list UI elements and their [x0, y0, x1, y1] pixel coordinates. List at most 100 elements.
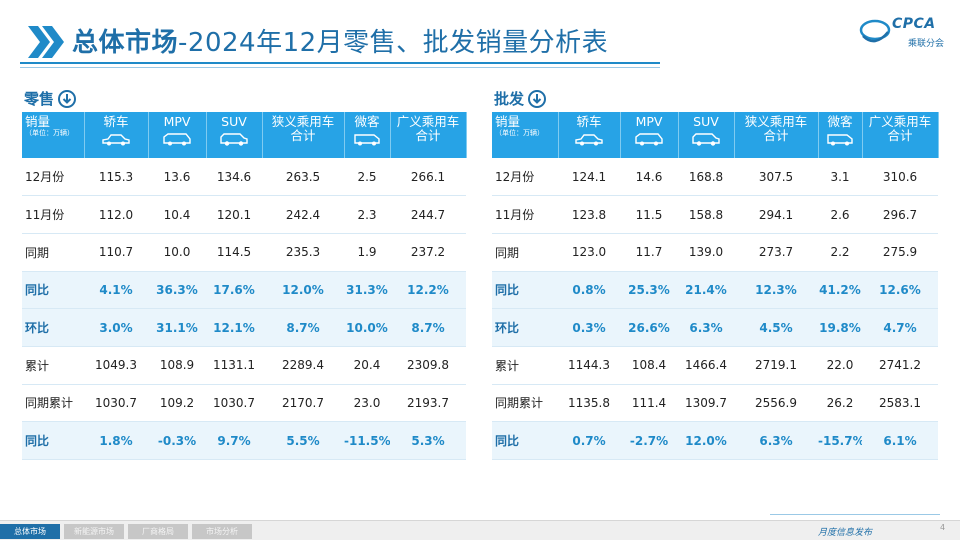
- sedan-icon: [559, 132, 620, 146]
- table-cell: 134.6: [206, 158, 262, 197]
- wholesale-header-col-5: 广义乘用车合计: [862, 112, 939, 158]
- retail-header-col-2: SUV: [206, 112, 263, 158]
- table-cell: 26.6%: [620, 308, 678, 347]
- row-label: 同期累计: [22, 384, 84, 423]
- column-label: 广义乘用车合计: [396, 114, 460, 143]
- table-cell: 123.8: [558, 195, 620, 234]
- table-cell: 2.5: [344, 158, 390, 197]
- footer-tab-analysis[interactable]: 市场分析: [192, 524, 252, 539]
- table-cell: 26.2: [818, 384, 862, 423]
- cpca-logo: CPCA 乘联分会: [858, 14, 950, 56]
- row-label: 同比: [22, 421, 84, 460]
- table-cell: 12.0%: [678, 421, 734, 460]
- retail-table-body: 12月份 115.3 13.6 134.6 263.5 2.5 266.1 11月份 112.0…: [22, 158, 466, 460]
- table-cell: 4.5%: [734, 308, 818, 347]
- table-cell: 2741.2: [862, 346, 938, 385]
- table-cell: 6.3%: [678, 308, 734, 347]
- logo-subtext: 乘联分会: [908, 39, 945, 49]
- table-cell: 12.2%: [390, 271, 466, 310]
- row-label: 同期累计: [492, 384, 558, 423]
- table-cell: 158.8: [678, 195, 734, 234]
- retail-table: 销量 （单位：万辆） 轿车 MPV SUV 狭义乘用车合计 微客 广义乘用车合计 12月份 11…: [22, 112, 467, 460]
- table-cell: 17.6%: [206, 271, 262, 310]
- table-cell: 263.5: [262, 158, 344, 197]
- retail-header-col-4: 微客: [344, 112, 391, 158]
- table-cell: 2193.7: [390, 384, 466, 423]
- retail-header-col-0: 轿车: [84, 112, 149, 158]
- table-cell: -15.7%: [818, 421, 862, 460]
- row-label: 环比: [22, 308, 84, 347]
- table-cell: 10.0: [148, 233, 206, 272]
- table-cell: 1144.3: [558, 346, 620, 385]
- table-row: 同期 123.0 11.7 139.0 273.7 2.2 275.9: [492, 233, 938, 272]
- table-cell: 1030.7: [84, 384, 148, 423]
- page-header: 总体市场-2024年12月零售、批发销量分析表 CPCA 乘联分会: [0, 0, 960, 76]
- table-cell: 275.9: [862, 233, 938, 272]
- row-label: 同期: [22, 233, 84, 272]
- retail-header-col-3: 狭义乘用车合计: [262, 112, 345, 158]
- page-number: 4: [940, 523, 946, 532]
- footer-tab-overall[interactable]: 总体市场: [0, 524, 60, 539]
- table-cell: 19.8%: [818, 308, 862, 347]
- retail-section-title: 零售: [24, 88, 77, 109]
- table-cell: 36.3%: [148, 271, 206, 310]
- wholesale-title-text: 批发: [494, 90, 525, 108]
- table-cell: 2289.4: [262, 346, 344, 385]
- table-cell: 307.5: [734, 158, 818, 197]
- wholesale-header-col-0: 轿车: [558, 112, 621, 158]
- column-label: 微客: [827, 114, 853, 129]
- table-cell: 1309.7: [678, 384, 734, 423]
- table-cell: 1135.8: [558, 384, 620, 423]
- page-title: 总体市场-2024年12月零售、批发销量分析表: [72, 22, 608, 59]
- table-cell: 123.0: [558, 233, 620, 272]
- table-row: 同期累计 1135.8 111.4 1309.7 2556.9 26.2 2583.1: [492, 384, 938, 423]
- suv-icon: [679, 132, 734, 146]
- footer-tab-makers[interactable]: 厂商格局: [128, 524, 188, 539]
- table-cell: 1030.7: [206, 384, 262, 423]
- footer-brand: 月度信息发布: [818, 528, 873, 538]
- table-cell: 12.3%: [734, 271, 818, 310]
- table-row: 累计 1144.3 108.4 1466.4 2719.1 22.0 2741.2: [492, 346, 938, 385]
- table-cell: 31.1%: [148, 308, 206, 347]
- table-row: 同比 0.7% -2.7% 12.0% 6.3% -15.7% 6.1%: [492, 421, 938, 460]
- table-cell: 4.1%: [84, 271, 148, 310]
- wholesale-header-row: 销量 （单位：万辆） 轿车 MPV SUV 狭义乘用车合计 微客 广义乘用车合计: [492, 112, 939, 158]
- row-label: 累计: [492, 346, 558, 385]
- table-row: 11月份 112.0 10.4 120.1 242.4 2.3 244.7: [22, 195, 466, 234]
- table-row: 12月份 124.1 14.6 168.8 307.5 3.1 310.6: [492, 158, 938, 197]
- wholesale-section-title: 批发: [494, 88, 547, 109]
- table-cell: -0.3%: [148, 421, 206, 460]
- table-cell: 112.0: [84, 195, 148, 234]
- table-cell: 242.4: [262, 195, 344, 234]
- table-cell: 296.7: [862, 195, 938, 234]
- mpv-icon: [621, 132, 678, 146]
- table-cell: 1049.3: [84, 346, 148, 385]
- suv-icon: [207, 132, 262, 146]
- table-cell: 5.5%: [262, 421, 344, 460]
- footer-bar: 总体市场 新能源市场 厂商格局 市场分析 月度信息发布: [0, 520, 960, 540]
- footer-tab-nev[interactable]: 新能源市场: [64, 524, 124, 539]
- table-cell: 1466.4: [678, 346, 734, 385]
- table-cell: 115.3: [84, 158, 148, 197]
- double-chevron-icon: [28, 26, 64, 58]
- retail-table-header: 销量 （单位：万辆） 轿车 MPV SUV 狭义乘用车合计 微客 广义乘用车合计: [22, 112, 467, 158]
- header-sales-label: 销量: [495, 114, 521, 129]
- circle-arrow-down-icon: [58, 89, 77, 108]
- title-underline: [20, 62, 660, 64]
- table-cell: 4.7%: [862, 308, 938, 347]
- table-cell: -2.7%: [620, 421, 678, 460]
- table-cell: 1.8%: [84, 421, 148, 460]
- row-label: 同比: [22, 271, 84, 310]
- table-cell: 1131.1: [206, 346, 262, 385]
- wholesale-table-header: 销量 （单位：万辆） 轿车 MPV SUV 狭义乘用车合计 微客 广义乘用车合计: [492, 112, 939, 158]
- table-row: 环比 0.3% 26.6% 6.3% 4.5% 19.8% 4.7%: [492, 308, 938, 347]
- minivan-icon: [819, 132, 862, 146]
- table-row: 12月份 115.3 13.6 134.6 263.5 2.5 266.1: [22, 158, 466, 197]
- header-unit-label: （单位：万辆）: [495, 129, 544, 137]
- table-cell: 109.2: [148, 384, 206, 423]
- row-label: 同比: [492, 271, 558, 310]
- table-row: 同比 4.1% 36.3% 17.6% 12.0% 31.3% 12.2%: [22, 271, 466, 310]
- table-cell: 23.0: [344, 384, 390, 423]
- column-label: 狭义乘用车合计: [744, 114, 808, 143]
- table-row: 环比 3.0% 31.1% 12.1% 8.7% 10.0% 8.7%: [22, 308, 466, 347]
